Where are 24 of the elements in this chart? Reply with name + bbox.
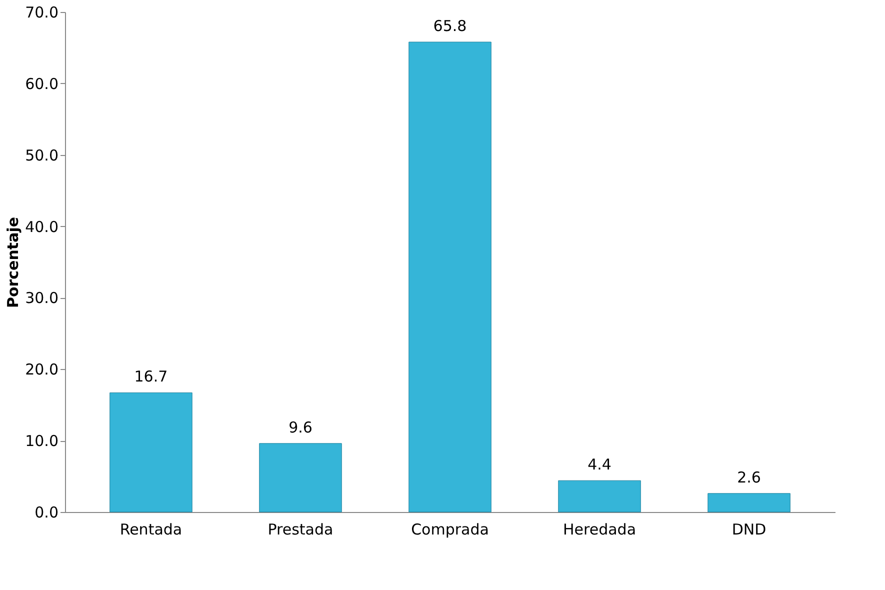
y-tick-label: 20.0 (25, 360, 58, 379)
data-label: 9.6 (288, 418, 312, 436)
bar (259, 443, 342, 512)
y-tick-label: 0.0 (34, 504, 58, 522)
x-tick-label: DND (732, 520, 766, 538)
bar (708, 493, 790, 512)
data-label: 4.4 (588, 456, 612, 474)
bar (408, 42, 492, 512)
y-tick-label: 60.0 (25, 74, 58, 93)
bar (110, 392, 192, 512)
x-tick-label: Rentada (120, 520, 182, 538)
y-tick-label: 30.0 (25, 289, 58, 308)
y-tick-label: 40.0 (25, 218, 58, 236)
x-tick-label: Prestada (268, 520, 334, 538)
x-tick-label: Comprada (411, 520, 489, 538)
y-tick-label: 50.0 (25, 146, 58, 164)
y-tick-label: 70.0 (25, 4, 58, 22)
bar (558, 480, 641, 512)
y-tick-label: 10.0 (25, 432, 58, 450)
data-label: 16.7 (134, 368, 168, 386)
data-label: 2.6 (737, 468, 761, 486)
y-axis-title: Porcentaje (4, 216, 22, 308)
x-tick-label: Heredada (563, 520, 636, 538)
data-label: 65.8 (433, 17, 467, 35)
